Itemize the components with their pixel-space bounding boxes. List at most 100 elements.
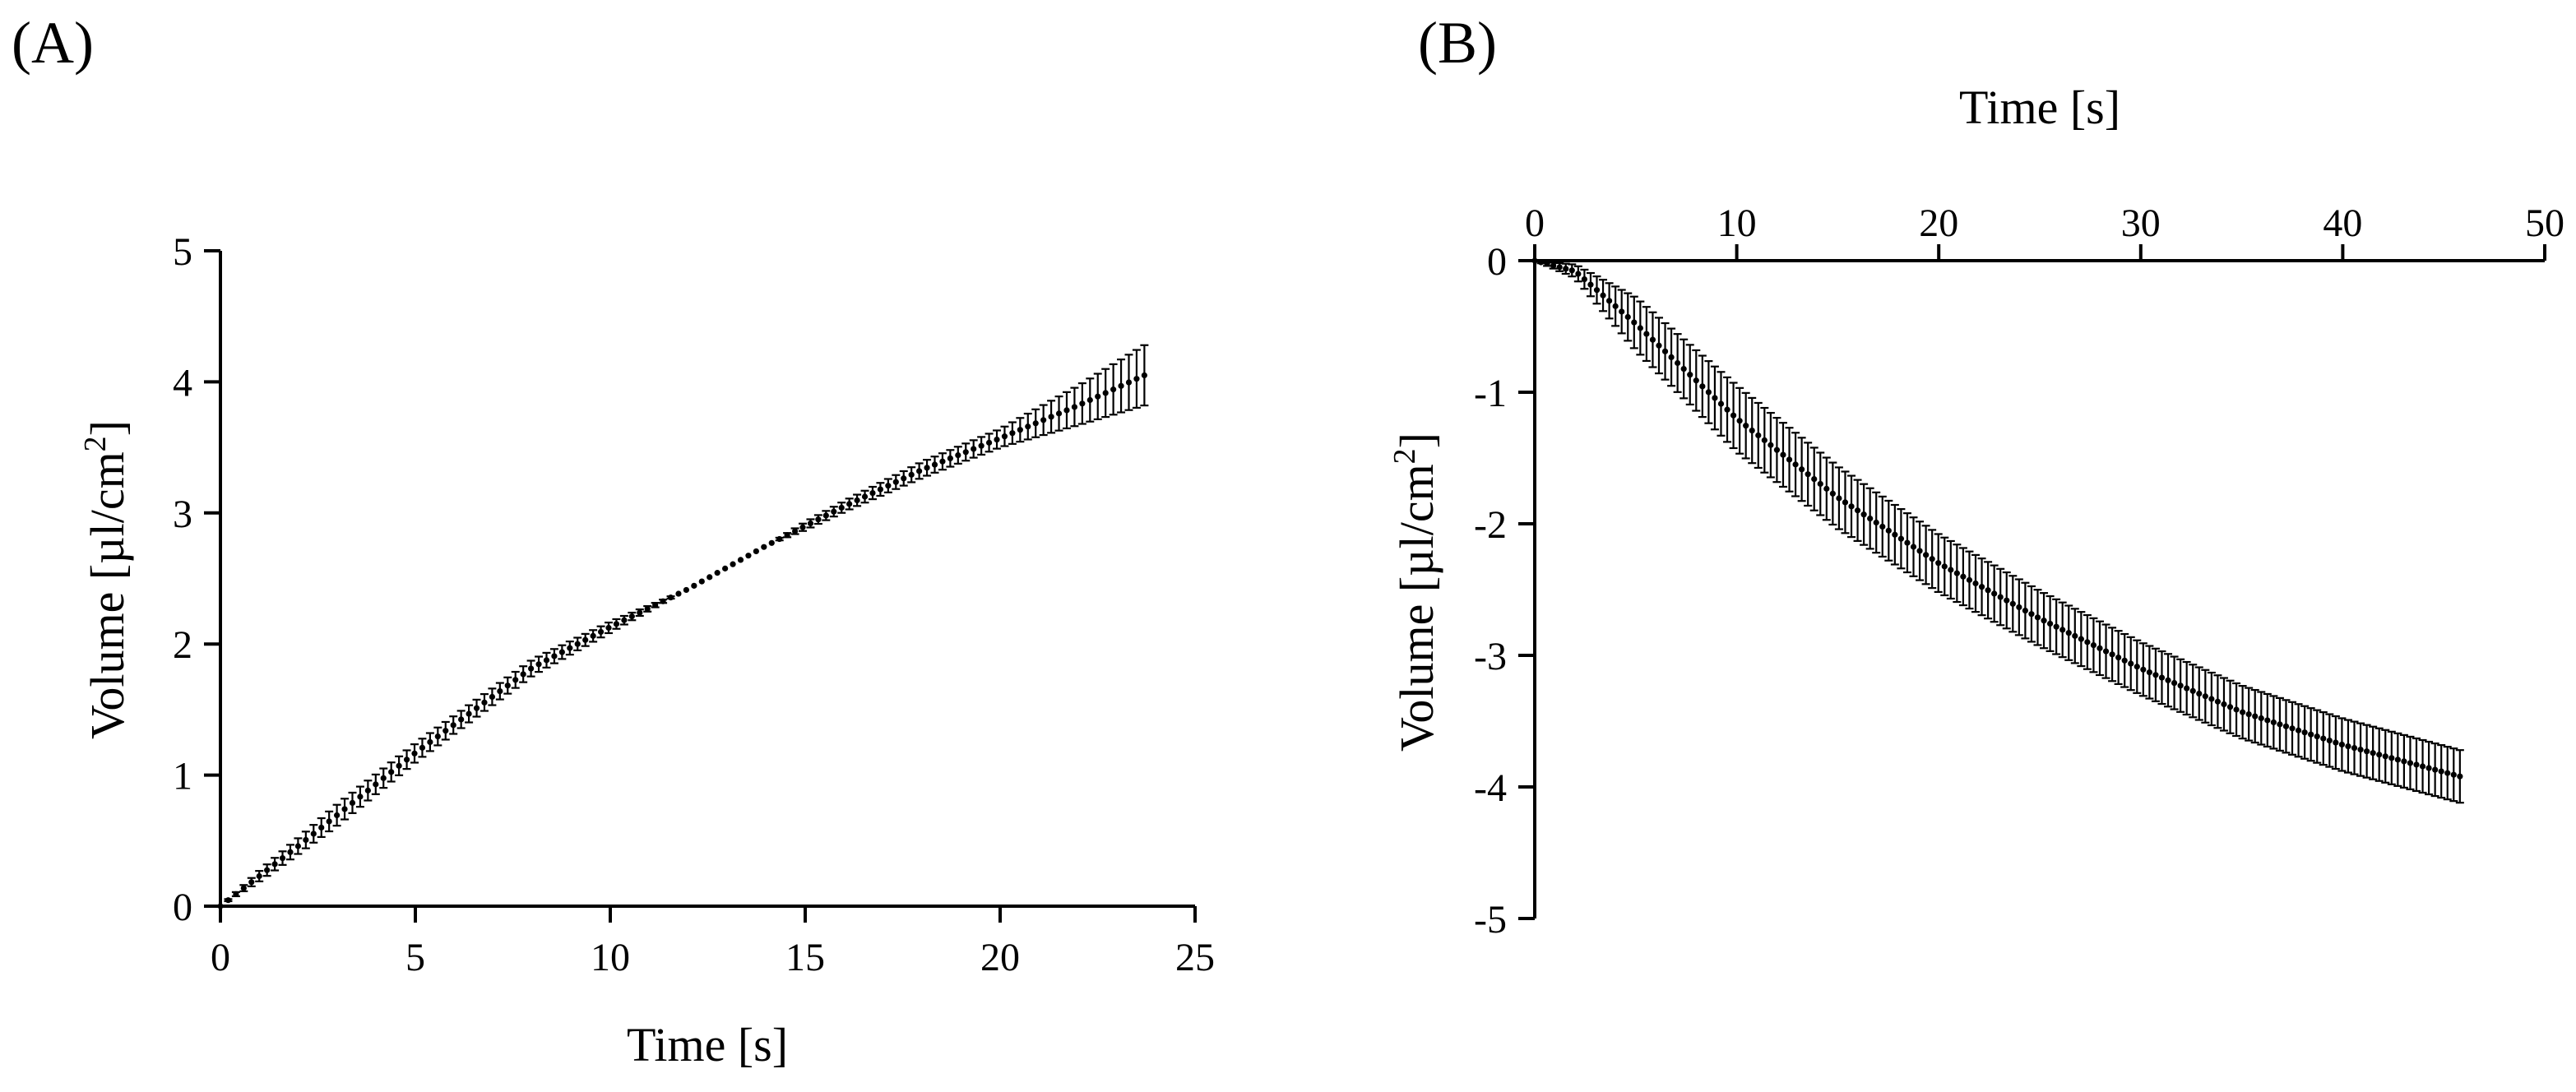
panel-a-data-point xyxy=(434,733,441,740)
panel-b-data-point xyxy=(1705,389,1712,396)
panel-b-plot: 0 10 20 30 40 50 0 -1 -2 -3 -4 -5 xyxy=(1474,201,2564,942)
panel-a-y-tick-label: 4 xyxy=(173,361,192,405)
panel-a-data-point xyxy=(310,831,317,837)
panel-b-data-point xyxy=(2282,723,2290,729)
panel-a-data-point xyxy=(1102,390,1109,396)
panel-b-data-point xyxy=(2208,696,2215,702)
panel-a-data-point xyxy=(947,455,953,462)
panel-b-data-point xyxy=(1593,287,1601,294)
panel-a-data-point xyxy=(838,504,845,511)
panel-b-data-point xyxy=(2184,685,2190,692)
panel-b-data-point xyxy=(2357,747,2364,753)
panel-b-data-point xyxy=(1581,275,1587,283)
panel-a-data-point xyxy=(854,497,860,504)
panel-a-data-point xyxy=(411,750,418,757)
panel-b-data-point xyxy=(1780,451,1786,458)
panel-b-data-point xyxy=(1904,539,1911,546)
panel-b-data-point xyxy=(2333,739,2339,746)
panel-a-data-point xyxy=(761,544,767,550)
panel-a-data-point xyxy=(396,762,402,769)
panel-a-x-tick-label: 15 xyxy=(785,936,825,979)
panel-a-data-point xyxy=(698,578,705,585)
panel-b-data-point xyxy=(2046,620,2054,627)
panel-a-data-point xyxy=(551,653,558,659)
panel-b-data-point xyxy=(1743,423,1749,429)
panel-a-data-point xyxy=(341,806,348,812)
panel-a-data-point xyxy=(357,794,364,800)
panel-b-data-point xyxy=(2394,757,2401,763)
panel-b-data-point xyxy=(2407,760,2414,766)
panel-a-data-point xyxy=(901,475,907,482)
panel-b-data-point xyxy=(2245,710,2252,718)
panel-b-data-point xyxy=(1768,442,1774,448)
panel-b-y-tick-label: -2 xyxy=(1474,503,1507,547)
panel-b-data-point xyxy=(2034,614,2041,621)
panel-a-data-point xyxy=(962,449,969,456)
panel-b-data-point xyxy=(1537,259,1545,266)
panel-a-x-tick-label: 5 xyxy=(405,936,425,979)
panel-b-data-point xyxy=(2109,651,2115,658)
panel-b-data-point xyxy=(1544,261,1550,267)
panel-b-y-tick-label: 0 xyxy=(1487,240,1507,284)
panel-a-data-point xyxy=(419,744,426,751)
panel-a-x-tick-label: 0 xyxy=(211,936,230,979)
panel-b-data-point xyxy=(2364,748,2370,755)
panel-b-data-point xyxy=(1749,427,1755,434)
panel-a-data-point xyxy=(248,879,255,886)
panel-b-data-point xyxy=(1600,292,1606,298)
panel-a-data-point xyxy=(861,493,869,500)
panel-b-data-point xyxy=(1873,519,1879,526)
panel-a-data-point xyxy=(971,446,977,452)
panel-b-data-point xyxy=(1916,548,1923,554)
panel-b-data-point xyxy=(1923,552,1930,558)
panel-a-plot: 0 5 10 15 20 25 0 1 2 3 4 5 xyxy=(173,230,1215,979)
panel-b-data-point xyxy=(2308,731,2314,738)
panel-b-data-point xyxy=(1680,365,1687,372)
panel-a-data-point xyxy=(931,461,938,468)
panel-b-data-point xyxy=(2432,766,2439,773)
panel-a-data-point xyxy=(791,528,799,534)
panel-b-data-point xyxy=(2189,687,2196,694)
panel-a-data-point xyxy=(807,520,814,527)
panel-b-data-point xyxy=(1805,471,1811,478)
panel-a-label: (A) xyxy=(12,10,94,76)
panel-a-data-point xyxy=(233,891,239,897)
panel-b-data-point xyxy=(2134,664,2140,670)
panel-b-data-point xyxy=(1724,406,1730,413)
panel-a-data-point xyxy=(1133,376,1140,382)
panel-a-data-point xyxy=(364,787,371,794)
panel-b-data-point xyxy=(1829,490,1836,497)
panel-b-data-point xyxy=(2152,672,2159,678)
panel-a-data-point xyxy=(380,775,387,781)
panel-b-data-point xyxy=(2022,607,2028,614)
panel-b-data-point xyxy=(1550,262,1557,269)
panel-a-data-point xyxy=(613,621,620,627)
panel-a-data-point xyxy=(1048,414,1054,420)
panel-b-data-point xyxy=(1997,594,2004,600)
panel-a-data-point xyxy=(1110,386,1117,393)
panel-b-data-point xyxy=(2425,765,2432,771)
panel-b-data-point xyxy=(2345,743,2351,750)
panel-b-data-point xyxy=(1736,418,1743,424)
panel-b-data-point xyxy=(1730,412,1737,419)
panel-b-data-point xyxy=(2065,630,2072,636)
panel-a-y-tick-label: 2 xyxy=(173,623,192,667)
panel-a-data-point xyxy=(240,885,247,891)
panel-b-data-point xyxy=(1624,313,1631,321)
panel-b-data-point xyxy=(1531,257,1538,264)
panel-b-data-point xyxy=(2326,737,2333,744)
panel-a-data-point xyxy=(1025,423,1031,430)
panel-a-data-point xyxy=(543,657,550,664)
panel-b-data-point xyxy=(1699,383,1706,390)
panel-a-data-point xyxy=(1032,420,1039,427)
panel-b-data-point xyxy=(1649,336,1656,343)
panel-b-data-point xyxy=(2090,641,2097,649)
panel-a-data-point xyxy=(1009,430,1016,437)
panel-a-data-point xyxy=(722,565,729,571)
panel-b-x-tick-label: 40 xyxy=(2323,201,2362,245)
panel-b-data-point xyxy=(1935,560,1942,567)
panel-b-data-point xyxy=(1712,395,1718,401)
panel-b-data-point xyxy=(2115,654,2122,661)
panel-b-data-point xyxy=(2165,677,2171,683)
panel-b-data-point xyxy=(1948,567,1954,573)
